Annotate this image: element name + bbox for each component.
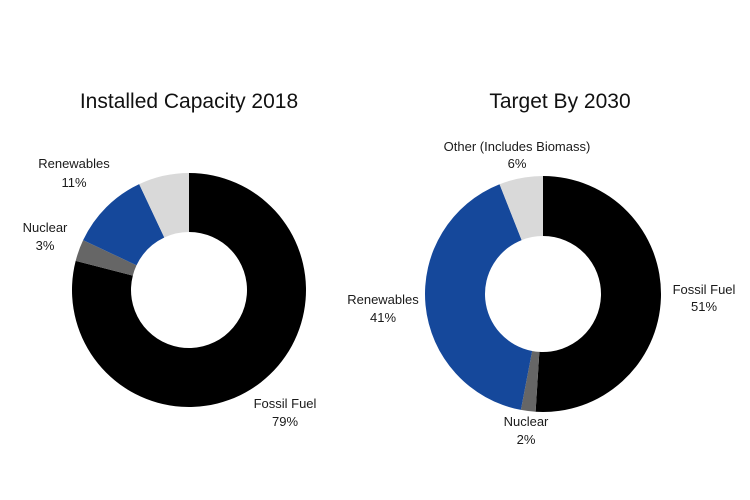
chart-title-2018: Installed Capacity 2018 [80,90,298,113]
donut-slice-nuclear [520,350,540,412]
label-2018-fossil-name: Fossil Fuel [254,396,317,411]
label-2018-nuclear-value: 3% [36,238,55,253]
label-2030-renewables-name: Renewables [347,292,419,307]
label-2018-fossil-value: 79% [272,414,298,429]
label-2030-fossil-value: 51% [691,299,717,314]
donut-slice-renewables [83,184,165,266]
label-2018-renewables-value: 11% [61,175,86,190]
donut-slice-nuclear [75,240,137,276]
donut-slice-other [139,173,189,238]
label-2030-nuclear-name: Nuclear [504,414,549,429]
donut-slice-other-includes-biomass [499,176,543,241]
label-2030-nuclear-value: 2% [517,432,536,447]
donut-2030 [425,176,662,413]
donut-slice-fossil-fuel [535,176,662,413]
label-2030-other-value: 6% [508,156,527,171]
label-2030-fossil-name: Fossil Fuel [673,282,736,297]
label-2018-renewables-name: Renewables [38,156,110,171]
donut-2018 [72,173,307,407]
chart-title-2030: Target By 2030 [489,90,630,113]
donut-slice-fossil-fuel [72,173,307,407]
donut-slice-renewables [425,184,533,410]
label-2030-renewables-value: 41% [370,310,396,325]
label-2030-other-name: Other (Includes Biomass) [444,139,591,154]
label-2018-nuclear-name: Nuclear [23,220,68,235]
